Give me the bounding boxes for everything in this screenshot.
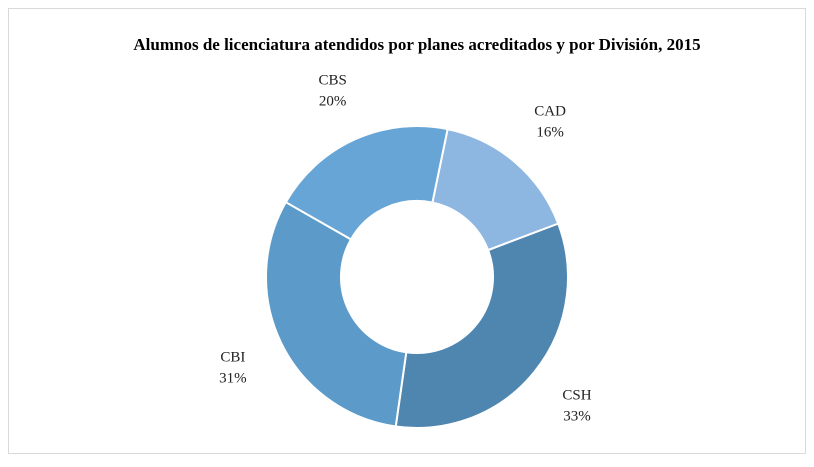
donut-slice xyxy=(265,200,408,428)
slice-category-label: CSH xyxy=(562,388,591,404)
slice-category-label: CBI xyxy=(220,350,245,366)
slice-value-label: 31% xyxy=(219,371,247,387)
slice-category-label: CBS xyxy=(318,73,346,89)
chart-title: Alumnos de licenciatura atendidos por pl… xyxy=(133,35,701,54)
donut-slice xyxy=(394,222,569,429)
chart-border xyxy=(8,8,806,454)
donut-slice xyxy=(284,125,449,241)
slice-category-label: CAD xyxy=(534,104,566,120)
slice-value-label: 33% xyxy=(563,409,591,425)
slice-value-label: 16% xyxy=(536,125,564,141)
slice-value-label: 20% xyxy=(319,94,347,110)
